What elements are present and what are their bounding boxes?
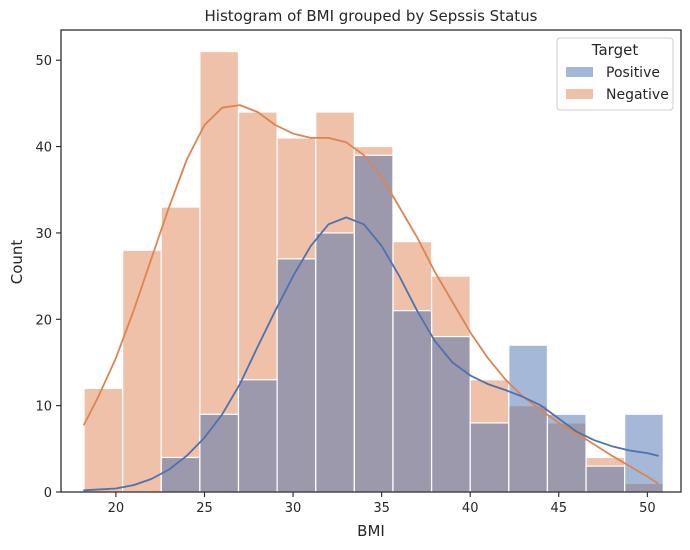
y-tick-label: 30 bbox=[35, 227, 52, 242]
legend: Target Positive Negative bbox=[556, 37, 674, 111]
positive-bar-13 bbox=[585, 465, 626, 493]
x-tick-label: 25 bbox=[196, 501, 213, 516]
y-tick-label: 10 bbox=[35, 400, 52, 415]
positive-bar-4 bbox=[237, 379, 278, 493]
x-axis-label: BMI bbox=[357, 522, 385, 540]
x-tick-label: 30 bbox=[285, 501, 302, 516]
x-axis-ticks: 20 25 30 35 40 45 50 bbox=[108, 492, 656, 516]
positive-bars bbox=[160, 154, 664, 493]
y-tick-label: 0 bbox=[44, 486, 52, 501]
legend-title: Target bbox=[591, 41, 639, 59]
negative-bar-1 bbox=[122, 249, 162, 493]
positive-bar-10 bbox=[469, 422, 510, 493]
positive-bar-5 bbox=[276, 258, 317, 493]
kde-lines bbox=[83, 104, 659, 492]
positive-kde-line bbox=[83, 216, 659, 492]
legend-swatch-positive bbox=[566, 67, 593, 77]
positive-bar-8 bbox=[392, 310, 433, 493]
y-axis-label: Count bbox=[8, 240, 26, 285]
positive-bar-9 bbox=[430, 335, 471, 493]
legend-swatch-negative bbox=[566, 89, 593, 99]
y-axis-ticks: 0 10 20 30 40 50 bbox=[35, 54, 61, 501]
x-tick-label: 45 bbox=[550, 501, 567, 516]
legend-label-positive: Positive bbox=[606, 65, 660, 81]
x-tick-label: 50 bbox=[639, 501, 656, 516]
negative-kde-line bbox=[83, 104, 659, 485]
positive-bar-2 bbox=[160, 456, 201, 493]
y-tick-label: 20 bbox=[35, 313, 52, 328]
negative-bar-0 bbox=[83, 387, 124, 493]
y-tick-label: 40 bbox=[35, 141, 52, 156]
positive-bar-7 bbox=[353, 154, 394, 493]
plot-frame bbox=[60, 29, 682, 493]
negative-bar-2 bbox=[160, 206, 201, 493]
chart-title: Histogram of BMI grouped by Sepssis Stat… bbox=[205, 7, 538, 25]
positive-bar-11 bbox=[508, 344, 549, 493]
y-tick-label: 50 bbox=[35, 54, 52, 69]
x-tick-label: 40 bbox=[462, 501, 479, 516]
legend-label-negative: Negative bbox=[606, 87, 669, 103]
positive-bar-12 bbox=[546, 413, 587, 493]
x-tick-label: 35 bbox=[373, 501, 390, 516]
positive-bar-6 bbox=[315, 232, 355, 493]
positive-bar-3 bbox=[199, 413, 240, 493]
x-tick-label: 20 bbox=[108, 501, 125, 516]
